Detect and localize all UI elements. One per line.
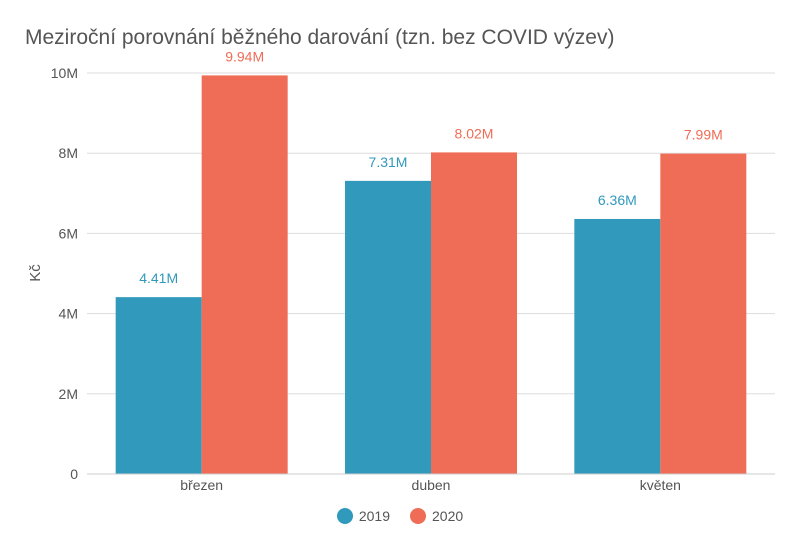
- data-labels: 4.41M 9.94M 7.31M 8.02M 6.36M 7.99M: [139, 48, 723, 286]
- legend: 2019 2020: [0, 508, 800, 524]
- legend-item-2019[interactable]: 2019: [336, 508, 390, 524]
- data-label-2019-květen: 6.36M: [598, 192, 637, 208]
- data-label-2020-květen: 7.99M: [684, 127, 723, 143]
- legend-label-2019: 2019: [358, 508, 390, 524]
- data-label-2020-březen: 9.94M: [225, 48, 264, 64]
- y-tick-label-4: 4M: [59, 306, 78, 322]
- legend-marker-2020: [410, 508, 426, 524]
- x-tick-label-březen: březen: [180, 477, 223, 493]
- bar-2019-březen[interactable]: [115, 297, 202, 474]
- chart-title: Meziroční porovnání běžného darování (tz…: [25, 26, 615, 49]
- bar-2019-duben[interactable]: [345, 180, 431, 474]
- bar-2020-březen[interactable]: [201, 75, 288, 474]
- data-label-2019-duben: 7.31M: [369, 154, 408, 170]
- y-tick-label-10: 10M: [51, 65, 78, 81]
- y-tick-label-8: 8M: [59, 145, 78, 161]
- bar-2020-duben[interactable]: [431, 152, 517, 474]
- axes: 0 2M 4M 6M 8M 10M březen duben květen: [51, 65, 775, 493]
- x-tick-label-duben: duben: [412, 477, 451, 493]
- data-label-2019-březen: 4.41M: [139, 270, 178, 286]
- bars: [115, 75, 747, 474]
- bar-2020-květen[interactable]: [660, 153, 747, 474]
- y-axis-title: Kč: [27, 264, 44, 282]
- legend-label-2020: 2020: [432, 508, 464, 524]
- y-tick-label-6: 6M: [59, 225, 78, 241]
- bar-2019-květen[interactable]: [574, 218, 661, 474]
- x-tick-label-květen: květen: [640, 477, 681, 493]
- data-label-2020-duben: 8.02M: [455, 125, 494, 141]
- legend-marker-2019: [336, 508, 353, 524]
- y-tick-label-2: 2M: [59, 386, 78, 402]
- y-tick-label-0: 0: [70, 466, 78, 482]
- legend-item-2020[interactable]: 2020: [410, 508, 463, 524]
